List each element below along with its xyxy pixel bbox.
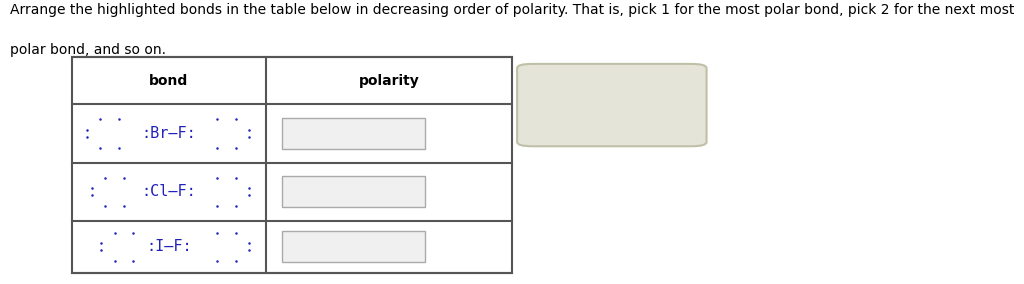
Text: polarity: polarity bbox=[358, 74, 420, 87]
FancyBboxPatch shape bbox=[282, 231, 425, 262]
Text: polar bond, and so on.: polar bond, and so on. bbox=[10, 43, 166, 57]
Text: bond: bond bbox=[150, 74, 188, 87]
FancyBboxPatch shape bbox=[282, 176, 425, 207]
Text: (Choose one)  ▼: (Choose one) ▼ bbox=[303, 127, 403, 140]
Text: (Choose one)  ▼: (Choose one) ▼ bbox=[303, 185, 403, 198]
Text: Arrange the highlighted bonds in the table below in decreasing order of polarity: Arrange the highlighted bonds in the tab… bbox=[10, 3, 1015, 17]
Text: (Choose one)  ▼: (Choose one) ▼ bbox=[303, 240, 403, 253]
FancyBboxPatch shape bbox=[517, 64, 707, 146]
Text: :Br—F:: :Br—F: bbox=[141, 126, 197, 141]
Text: ×    ↺    ?: × ↺ ? bbox=[575, 98, 648, 112]
Text: :Cl—F:: :Cl—F: bbox=[141, 184, 197, 199]
Text: :I—F:: :I—F: bbox=[146, 239, 191, 254]
FancyBboxPatch shape bbox=[282, 118, 425, 149]
